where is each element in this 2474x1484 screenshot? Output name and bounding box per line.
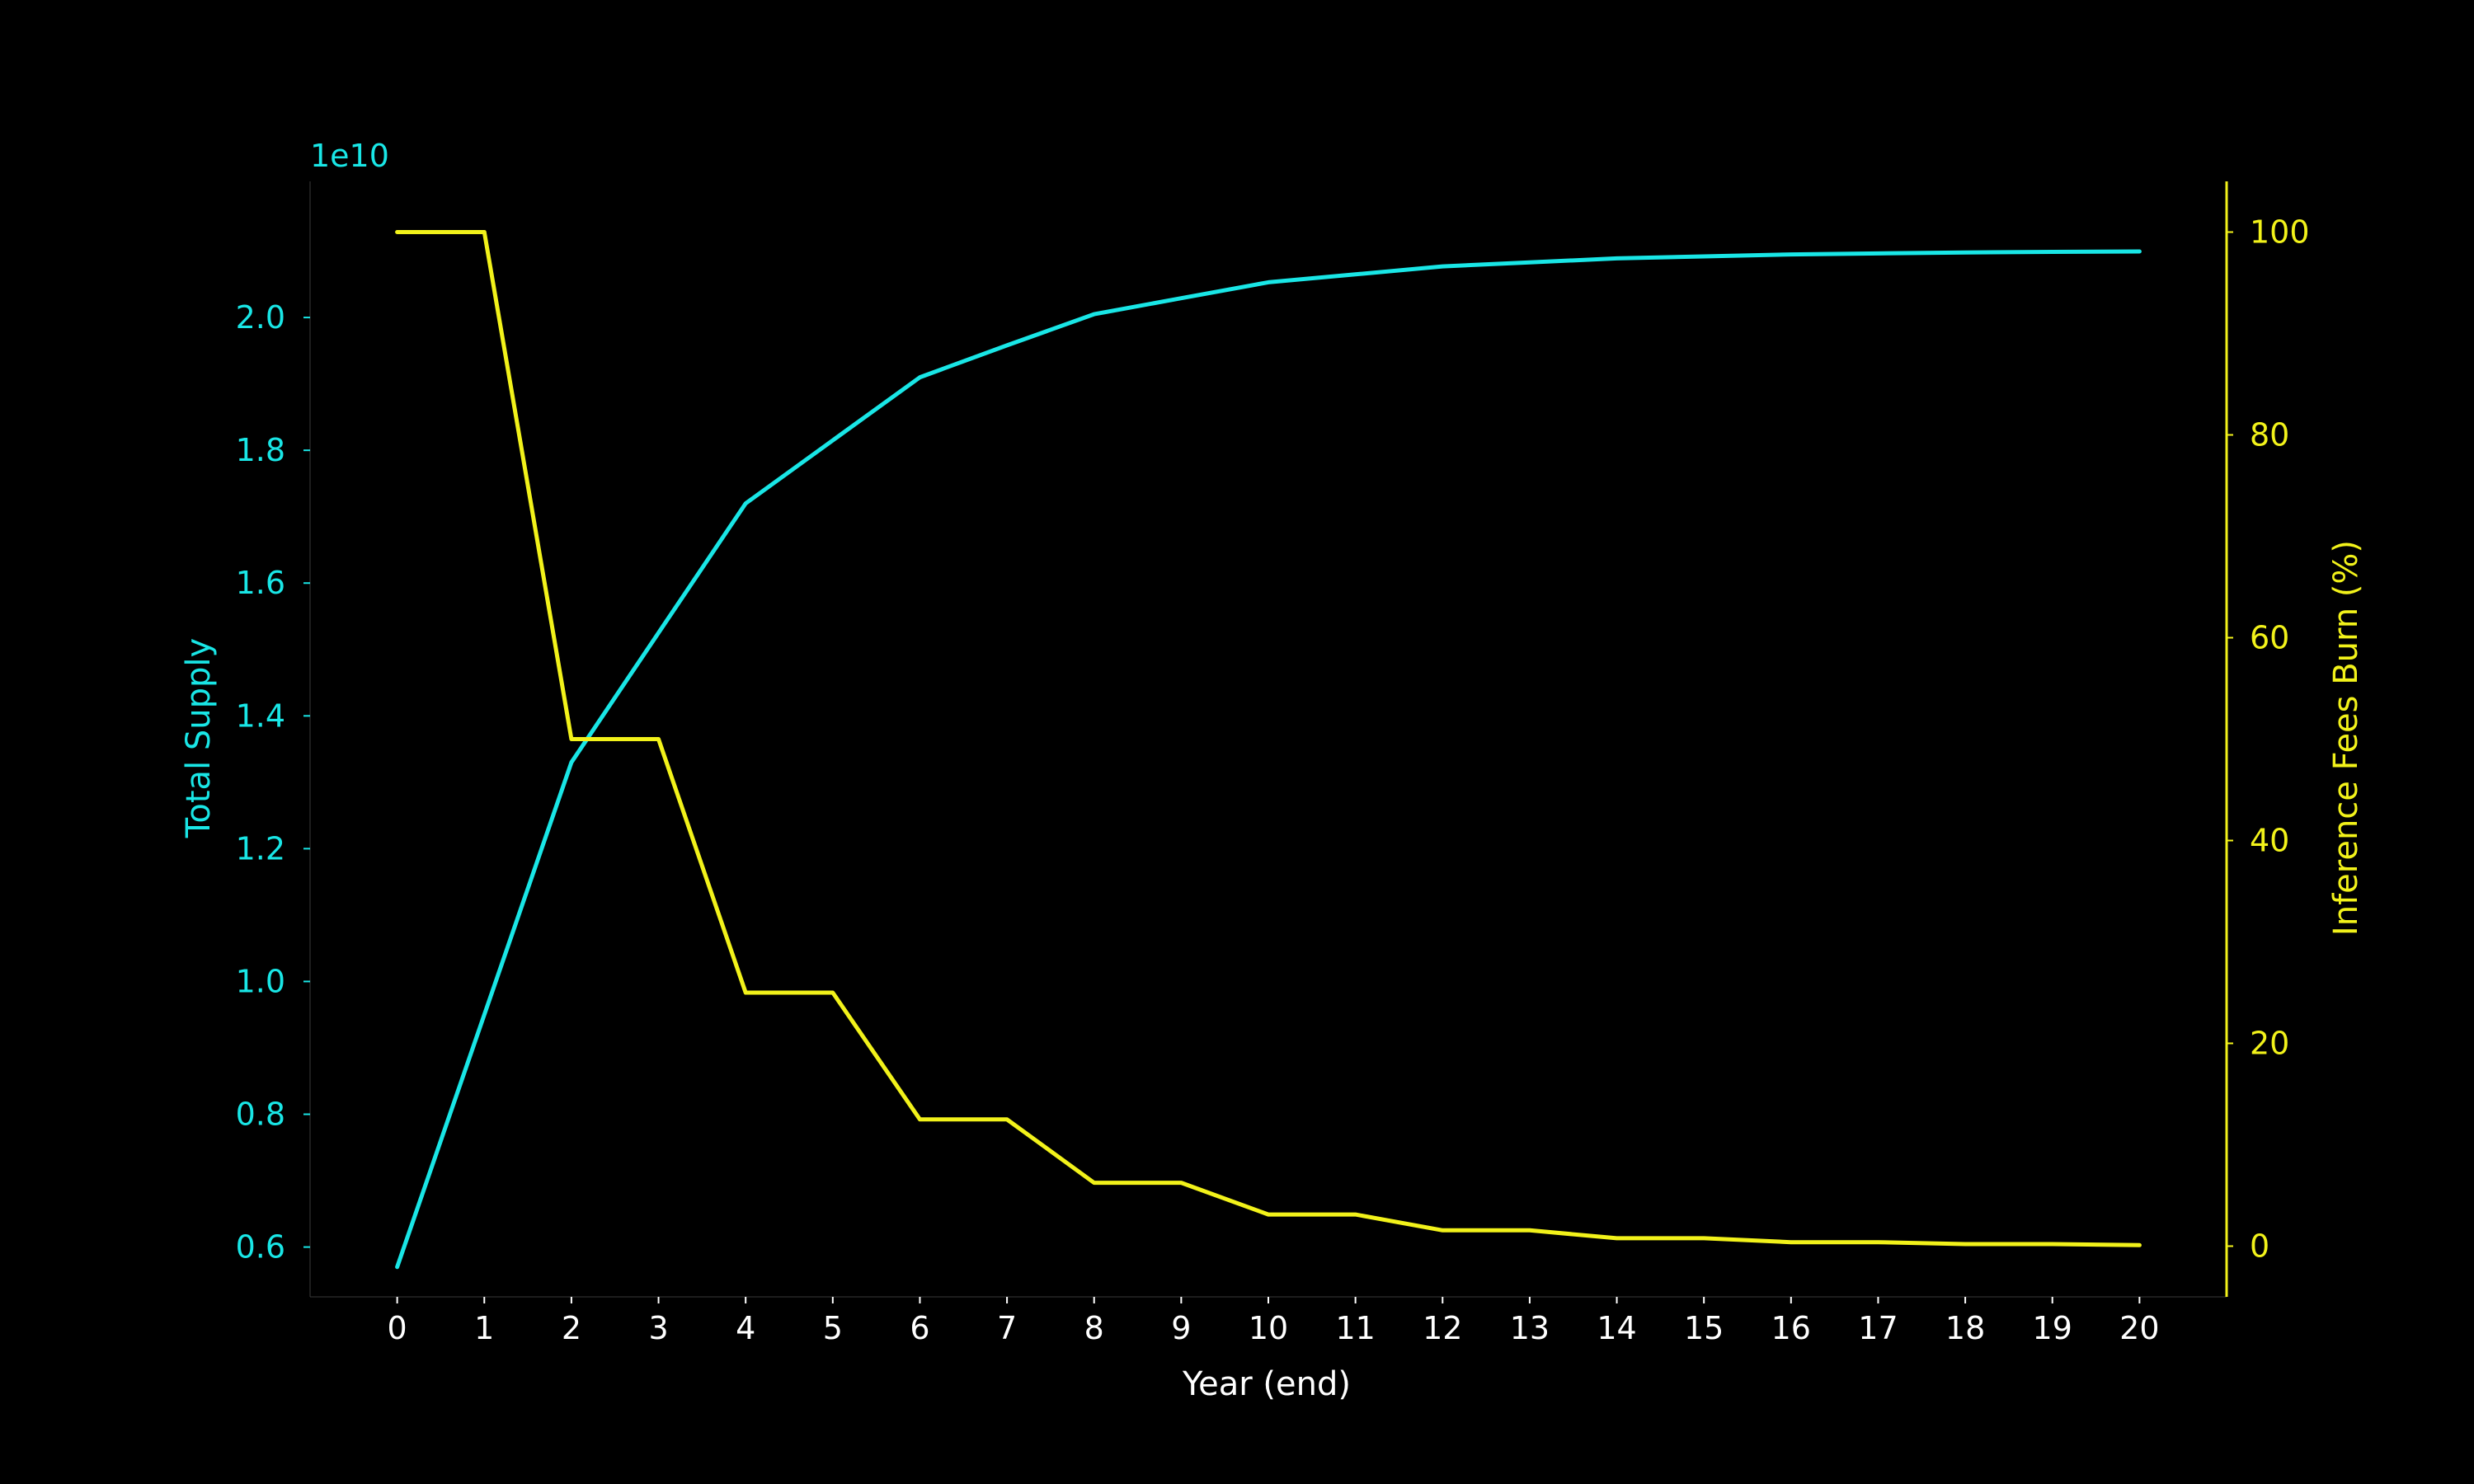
- right-tick-label: 80: [2250, 417, 2289, 453]
- axis-labels-group: 1e10 Total Supply Inference Fees Burn (%…: [180, 138, 2365, 1403]
- x-tick-label: 15: [1684, 1310, 1724, 1346]
- x-tick-label: 13: [1510, 1310, 1550, 1346]
- x-tick-label: 18: [1945, 1310, 1985, 1346]
- x-tick-label: 16: [1771, 1310, 1811, 1346]
- right-tick-label: 100: [2250, 214, 2310, 251]
- x-tick-label: 5: [823, 1310, 843, 1346]
- series-group: [395, 230, 2142, 1270]
- x-tick-label: 11: [1335, 1310, 1375, 1346]
- left-axis-multiplier: 1e10: [310, 138, 389, 174]
- left-tick-label: 1.8: [236, 432, 285, 468]
- axes-group: 0 1 2 3 4 5 6 7 8 9 10 11 12 13 14 15 16 17 18 19 200.60.81.…: [236, 181, 2310, 1346]
- x-tick-label: 17: [1858, 1310, 1898, 1346]
- x-tick-label: 3: [648, 1310, 668, 1346]
- x-tick-label: 2: [562, 1310, 581, 1346]
- left-tick-label: 1.4: [236, 697, 285, 734]
- x-tick-label: 8: [1084, 1310, 1104, 1346]
- left-tick-label: 0.8: [236, 1097, 285, 1133]
- x-tick-label: 4: [736, 1310, 755, 1346]
- x-tick-label: 1: [474, 1310, 494, 1346]
- x-tick-label: 20: [2119, 1310, 2159, 1346]
- left-tick-label: 0.6: [236, 1229, 285, 1266]
- x-tick-label: 10: [1249, 1310, 1288, 1346]
- x-tick-label: 7: [997, 1310, 1017, 1346]
- left-axis-label: Total Supply: [180, 638, 218, 838]
- x-tick-label: 6: [910, 1310, 929, 1346]
- left-tick-label: 1.6: [236, 565, 285, 601]
- x-tick-label: 14: [1597, 1310, 1636, 1346]
- x-tick-label: 0: [388, 1310, 407, 1346]
- x-tick-label: 19: [2033, 1310, 2072, 1346]
- right-tick-label: 20: [2250, 1026, 2289, 1062]
- x-tick-label: 9: [1171, 1310, 1191, 1346]
- right-tick-label: 0: [2250, 1228, 2269, 1265]
- left-tick-label: 2.0: [236, 299, 285, 336]
- right-axis-label: Inference Fees Burn (%): [2327, 540, 2365, 936]
- left-tick-label: 1.2: [236, 830, 285, 866]
- x-axis-label: Year (end): [1182, 1365, 1351, 1403]
- right-tick-label: 40: [2250, 823, 2289, 859]
- right-tick-label: 60: [2250, 620, 2289, 656]
- x-tick-label: 12: [1423, 1310, 1462, 1346]
- left-tick-label: 1.0: [236, 963, 285, 999]
- inference-fees-burn-line: [395, 230, 2142, 1247]
- total-supply-line: [395, 249, 2142, 1270]
